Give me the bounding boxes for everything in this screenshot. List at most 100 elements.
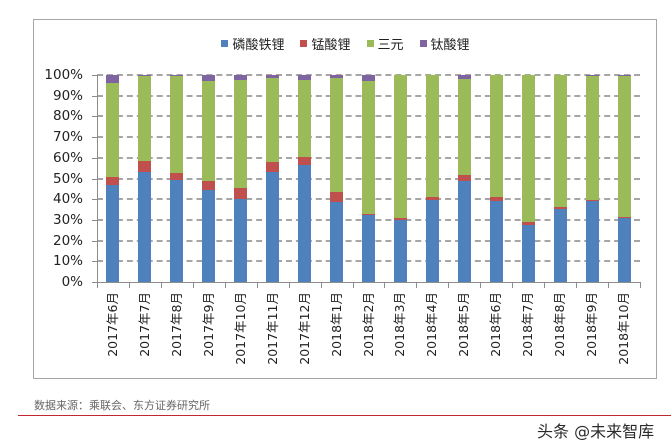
gridline [97,74,640,76]
stacked-bar [617,75,631,282]
bar-segment [138,172,152,282]
bar-segment [138,160,152,173]
y-tick-mark [92,95,97,97]
chart-legend: 磷酸铁锂 锰酸锂 三元 钛酸锂 [0,33,671,53]
x-tick-label: 2018年4月 [424,292,440,357]
x-tick-label: 2017年11月 [264,292,280,365]
bar-segment [393,219,407,282]
stacked-bar [106,75,120,282]
bar-segment [138,75,152,76]
bar-segment [330,192,344,203]
x-tick-mark [320,282,322,288]
x-tick-mark [640,282,641,288]
legend-label: 三元 [377,37,404,53]
bar-segment [457,175,471,181]
bar-segment [521,225,535,282]
x-tick-label: 2017年9月 [200,292,216,357]
bar-segment [521,221,535,226]
stacked-bar [521,75,535,282]
bar-segment [521,75,535,222]
legend-item: 钛酸锂 [419,34,470,53]
bar-segment [138,75,152,161]
bar-segment [106,185,120,282]
x-tick-label: 2018年5月 [456,292,472,357]
bar-segment [298,75,312,80]
bar-segment [202,189,216,282]
bar-segment [553,75,567,207]
stacked-bar [170,75,184,282]
y-tick-mark [92,137,97,139]
bar-segment [298,165,312,282]
legend-item: 磷酸铁锂 [221,34,284,53]
stacked-bar [138,75,152,282]
y-tick-label: 30% [52,211,83,228]
y-tick-label: 90% [52,87,83,104]
bar-segment [585,200,599,202]
x-tick-label: 2018年8月 [552,292,568,357]
watermark: 头条 @未来智库 [537,422,655,441]
bar-segment [266,78,280,163]
x-tick-label: 2017年10月 [232,292,248,365]
bar-segment [362,80,375,215]
x-tick-mark [448,282,450,288]
y-tick-mark [92,199,97,201]
bar-segment [298,157,312,166]
bar-segment [489,201,503,282]
y-tick-mark [92,219,97,221]
bar-segment [266,162,280,172]
x-tick-label: 2017年8月 [168,292,184,357]
bar-segment [585,76,599,201]
bar-segment [330,202,344,282]
bar-segment [617,75,631,77]
bar-segment [425,200,439,282]
bar-segment [457,78,471,176]
x-tick-mark [576,282,578,288]
x-tick-label: 2018年9月 [584,292,600,357]
legend-label: 磷酸铁锂 [232,37,285,53]
x-tick-label: 2017年12月 [296,292,312,365]
y-tick-label: 80% [52,108,83,125]
bar-segment [457,75,471,79]
bar-segment [170,75,184,77]
data-source-note: 数据来源：乘联会、东方证券研究所 [34,399,210,412]
bar-segment [106,75,120,83]
stacked-bar [362,75,375,282]
x-tick-mark [352,282,354,288]
bar-segment [106,82,120,177]
x-tick-mark [544,282,546,288]
x-tick-mark [288,282,290,288]
stacked-bar [234,75,248,282]
y-tick-mark [92,75,97,76]
y-tick-label: 70% [52,129,83,146]
bar-segment [425,75,439,197]
stacked-bar [330,75,344,282]
bar-segment [170,179,184,282]
bar-segment [234,75,248,81]
x-tick-mark [416,282,418,288]
y-tick-label: 100% [44,67,83,83]
bar-segment [617,216,631,219]
x-tick-label: 2018年7月 [520,292,536,357]
y-tick-mark [92,240,97,242]
legend-label: 钛酸锂 [430,37,470,53]
legend-swatch-icon [300,39,308,47]
y-tick-label: 20% [52,232,83,249]
y-tick-label: 50% [52,170,83,187]
bar-segment [489,197,503,202]
x-tick-label: 2017年7月 [136,292,152,357]
y-tick-mark [92,282,97,283]
y-tick-label: 60% [52,149,83,166]
bar-segment [202,75,216,81]
bar-segment [393,218,407,220]
stacked-bar [457,75,471,282]
y-tick-mark [92,116,97,118]
legend-item: 三元 [366,34,404,53]
legend-label: 锰酸锂 [311,37,351,53]
x-tick-mark [192,282,194,288]
bar-segment [585,75,599,77]
bar-segment [234,80,248,188]
x-tick-label: 2017年6月 [104,292,120,357]
stacked-bar [393,75,407,282]
bar-segment [362,75,375,81]
bar-segment [553,206,567,210]
